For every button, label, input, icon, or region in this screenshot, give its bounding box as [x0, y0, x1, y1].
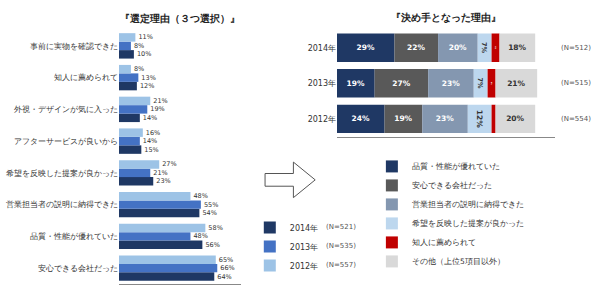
svg-text:23%: 23%	[442, 79, 460, 88]
svg-text:20%: 20%	[506, 114, 524, 123]
svg-text:15%: 15%	[144, 146, 158, 154]
svg-text:希望を反映した提案が良かった: 希望を反映した提案が良かった	[6, 169, 118, 178]
svg-text:27%: 27%	[392, 79, 410, 88]
svg-text:8%: 8%	[134, 42, 144, 50]
svg-text:知人に薦められて: 知人に薦められて	[54, 73, 118, 82]
svg-text:13%: 13%	[141, 74, 155, 82]
svg-text:品質・性能が優れていた: 品質・性能が優れていた	[412, 162, 500, 171]
svg-text:『決め手となった理由』: 『決め手となった理由』	[391, 12, 501, 24]
svg-text:16%: 16%	[146, 129, 160, 137]
svg-text:2014年: 2014年	[308, 44, 336, 53]
svg-text:19%: 19%	[394, 114, 412, 123]
svg-text:19%: 19%	[347, 79, 365, 88]
svg-text:23%: 23%	[156, 177, 170, 185]
svg-text:48%: 48%	[193, 232, 207, 240]
svg-text:12%: 12%	[475, 110, 484, 128]
svg-text:2012年: 2012年	[290, 262, 318, 271]
svg-text:(N=557): (N=557)	[326, 261, 356, 269]
svg-text:(N=554): (N=554)	[561, 115, 591, 123]
svg-text:安心できる会社だった: 安心できる会社だった	[38, 264, 118, 273]
svg-text:65%: 65%	[219, 256, 233, 264]
svg-text:2014年: 2014年	[290, 224, 318, 233]
svg-text:14%: 14%	[143, 137, 157, 145]
svg-text:その他（上位5項目以外）: その他（上位5項目以外）	[412, 257, 505, 266]
svg-text:(N=515): (N=515)	[561, 79, 591, 87]
svg-text:営業担当者の説明に納得できた: 営業担当者の説明に納得できた	[6, 200, 118, 209]
svg-text:2013年: 2013年	[308, 79, 336, 88]
svg-text:56%: 56%	[205, 241, 219, 249]
svg-text:12%: 12%	[140, 82, 154, 90]
svg-text:22%: 22%	[407, 43, 425, 52]
svg-text:54%: 54%	[202, 209, 216, 217]
svg-text:55%: 55%	[204, 201, 218, 209]
svg-text:アフターサービスが良いから: アフターサービスが良いから	[14, 137, 118, 146]
svg-text:4%: 4%	[494, 46, 497, 49]
svg-text:2012年: 2012年	[308, 115, 336, 124]
svg-text:安心できる会社だった: 安心できる会社だった	[412, 181, 492, 190]
svg-text:(N=512): (N=512)	[561, 44, 591, 52]
svg-text:58%: 58%	[208, 224, 222, 232]
svg-text:20%: 20%	[449, 43, 467, 52]
svg-text:(N=535): (N=535)	[326, 242, 356, 250]
svg-text:4%: 4%	[490, 82, 493, 85]
svg-text:事前に実物を確認できた: 事前に実物を確認できた	[30, 42, 118, 51]
svg-text:14%: 14%	[143, 114, 157, 122]
svg-text:18%: 18%	[508, 43, 526, 52]
svg-text:64%: 64%	[217, 273, 231, 281]
svg-text:23%: 23%	[436, 114, 454, 123]
svg-text:7%: 7%	[480, 42, 488, 54]
svg-text:21%: 21%	[507, 79, 525, 88]
svg-text:2013年: 2013年	[290, 243, 318, 252]
svg-text:8%: 8%	[134, 65, 144, 73]
svg-text:『選定理由（３つ選択）』: 『選定理由（３つ選択）』	[120, 13, 240, 24]
svg-text:27%: 27%	[162, 160, 176, 168]
svg-text:21%: 21%	[153, 97, 167, 105]
svg-text:24%: 24%	[352, 114, 370, 123]
svg-text:品質・性能が優れていた: 品質・性能が優れていた	[30, 232, 118, 241]
svg-text:48%: 48%	[193, 192, 207, 200]
svg-text:外視・デザインが気に入った: 外視・デザインが気に入った	[14, 105, 118, 114]
svg-text:66%: 66%	[220, 264, 234, 272]
svg-text:21%: 21%	[153, 169, 167, 177]
svg-text:10%: 10%	[137, 50, 151, 58]
svg-text:営業担当者の説明に納得できた: 営業担当者の説明に納得できた	[412, 200, 524, 209]
svg-text:19%: 19%	[150, 105, 164, 113]
svg-text:知人に薦められて: 知人に薦められて	[412, 238, 476, 247]
svg-text:希望を反映した提案が良かった: 希望を反映した提案が良かった	[412, 219, 524, 228]
svg-text:29%: 29%	[357, 43, 375, 52]
svg-text:7%: 7%	[476, 78, 484, 90]
svg-text:11%: 11%	[138, 33, 152, 41]
svg-text:(N=521): (N=521)	[326, 223, 356, 231]
